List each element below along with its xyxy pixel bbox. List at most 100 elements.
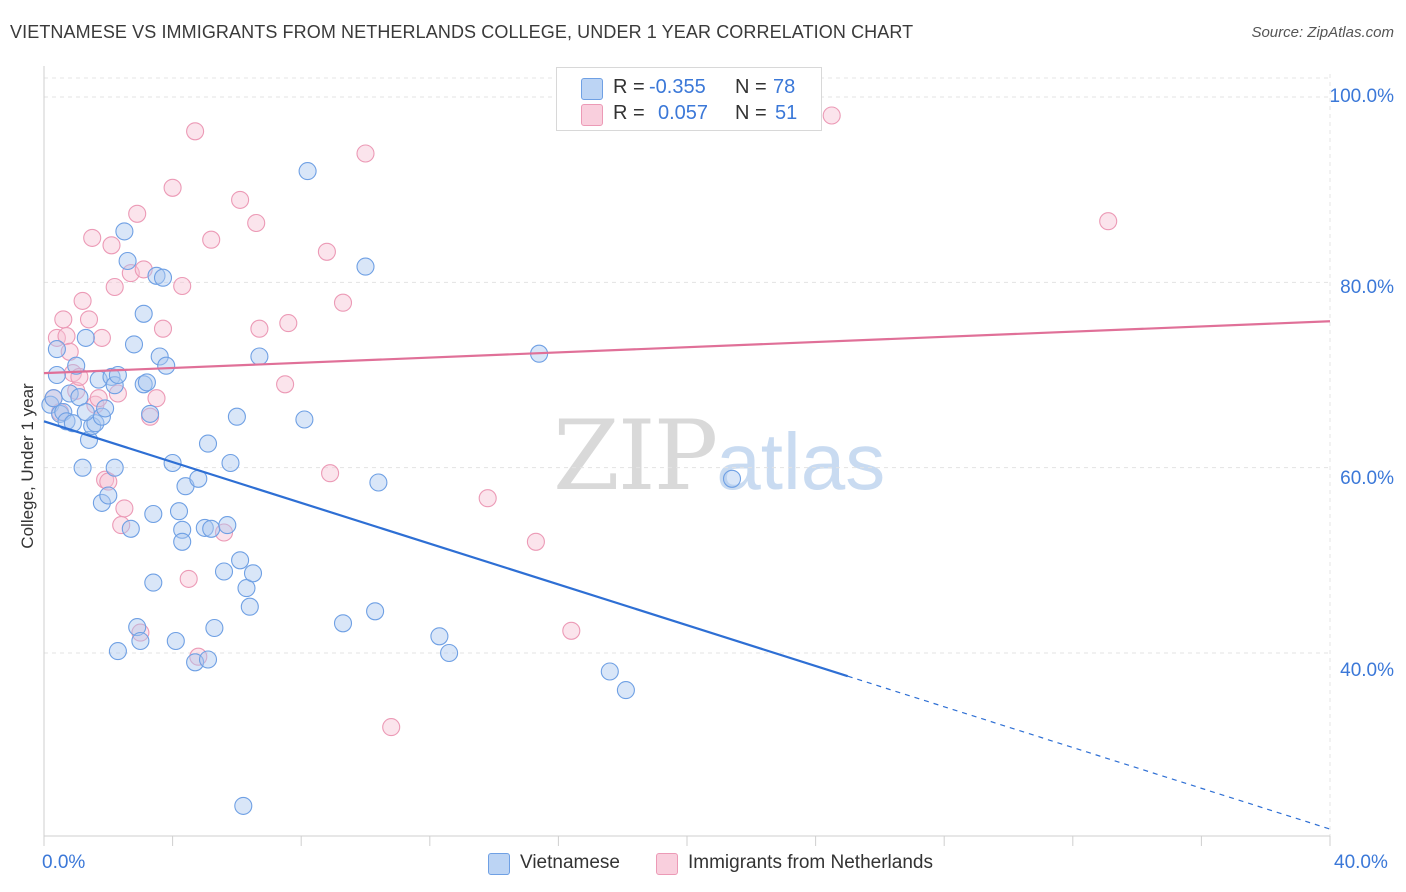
legend-swatch-netherlands — [581, 104, 603, 126]
vietnamese-point — [128, 618, 147, 637]
legend-n-label: N = — [735, 102, 767, 124]
vietnamese-point — [108, 642, 127, 661]
vietnamese-point — [73, 458, 92, 477]
netherlands-point — [247, 213, 266, 233]
vietnamese-point — [333, 614, 353, 633]
legend-r-label: R = — [613, 76, 645, 98]
vietnamese-trend-line — [43, 420, 849, 678]
netherlands-point — [173, 276, 192, 296]
y-tick-label-80: 80.0% — [1340, 277, 1394, 298]
vietnamese-point — [47, 365, 66, 385]
legend-r-value: 0.057 — [658, 102, 709, 124]
y-tick-label-60: 60.0% — [1340, 468, 1394, 489]
vietnamese-point — [153, 268, 173, 287]
vietnamese-point — [369, 473, 388, 492]
vietnamese-point — [600, 662, 619, 681]
legend-r-label: R = — [613, 102, 645, 124]
netherlands-point — [382, 718, 401, 737]
vietnamese-point — [60, 384, 79, 403]
vietnamese-point — [198, 434, 218, 453]
netherlands-point — [102, 236, 121, 255]
bottom-legend-label-netherlands: Immigrants from Netherlands — [688, 852, 933, 873]
vietnamese-point — [722, 469, 742, 488]
vietnamese-point — [173, 532, 192, 551]
netherlands-point — [822, 106, 841, 125]
watermark-atlas: atlas — [716, 417, 886, 506]
legend-n-value: 51 — [775, 102, 798, 124]
x-tick-label-min: 0.0% — [42, 852, 86, 873]
netherlands-point — [478, 489, 497, 508]
netherlands-point — [202, 230, 221, 249]
y-axis-label: College, Under 1 year — [18, 383, 37, 549]
vietnamese-point — [237, 579, 256, 598]
vietnamese-point — [47, 340, 66, 359]
netherlands-point — [163, 178, 182, 197]
watermark: ZIPatlas — [553, 400, 885, 512]
netherlands-point — [276, 375, 295, 394]
vietnamese-point — [214, 562, 234, 581]
vietnamese-point — [166, 631, 185, 651]
vietnamese-point — [169, 502, 189, 521]
bottom-legend-swatch-vietnamese — [488, 853, 510, 875]
netherlands-point — [92, 328, 111, 347]
vietnamese-trend-extension — [847, 675, 1331, 830]
vietnamese-point — [63, 414, 82, 433]
netherlands-point — [89, 389, 108, 408]
legend-r-value: -0.355 — [649, 76, 706, 98]
watermark-zip: ZIP — [553, 400, 718, 512]
vietnamese-point — [76, 403, 95, 422]
netherlands-point — [179, 569, 198, 588]
vietnamese-point — [105, 376, 124, 395]
vietnamese-point — [430, 627, 449, 646]
netherlands-point — [57, 327, 76, 346]
vietnamese-point — [137, 373, 156, 392]
netherlands-point — [153, 319, 173, 338]
netherlands-point — [186, 122, 205, 141]
vietnamese-point — [76, 328, 95, 347]
vietnamese-point — [124, 335, 144, 354]
y-tick-label-40: 40.0% — [1340, 660, 1394, 681]
vietnamese-point — [57, 412, 76, 431]
vietnamese-point — [366, 602, 385, 621]
vietnamese-point — [298, 162, 317, 181]
netherlands-point — [73, 291, 92, 310]
vietnamese-point — [144, 573, 163, 592]
netherlands-point — [128, 204, 147, 223]
vietnamese-point — [231, 551, 250, 570]
vietnamese-point — [150, 347, 169, 366]
netherlands-point — [79, 310, 99, 329]
netherlands-point — [105, 277, 124, 297]
bottom-legend-swatch-netherlands — [656, 853, 678, 875]
vietnamese-point — [96, 399, 115, 418]
vietnamese-point — [227, 407, 246, 426]
netherlands-point — [1099, 212, 1118, 231]
legend-swatch-vietnamese — [581, 78, 603, 100]
y-tick-label-100: 100.0% — [1329, 86, 1394, 107]
vietnamese-point — [147, 266, 166, 285]
netherlands-point — [147, 389, 166, 408]
vietnamese-point — [134, 375, 153, 394]
netherlands-point — [96, 470, 115, 489]
vietnamese-point — [115, 222, 134, 241]
vietnamese-point — [250, 347, 269, 366]
vietnamese-point — [440, 643, 459, 663]
vietnamese-point — [67, 356, 86, 375]
vietnamese-point — [195, 518, 214, 537]
netherlands-point — [279, 314, 298, 333]
vietnamese-point — [144, 504, 163, 524]
chart-source: Source: ZipAtlas.com — [1251, 24, 1394, 41]
vietnamese-point — [134, 304, 153, 323]
legend-n-value: 78 — [773, 76, 796, 98]
netherlands-trend-line — [43, 320, 1331, 375]
vietnamese-point — [121, 519, 140, 538]
vietnamese-point — [157, 356, 176, 375]
vietnamese-point — [202, 519, 221, 538]
vietnamese-point — [118, 251, 137, 271]
netherlands-point — [115, 499, 134, 518]
vietnamese-point — [131, 631, 150, 651]
legend-n-label: N = — [735, 76, 767, 98]
vietnamese-point — [243, 564, 263, 583]
netherlands-point — [356, 144, 375, 163]
vietnamese-point — [70, 388, 89, 407]
vietnamese-point — [234, 796, 253, 815]
